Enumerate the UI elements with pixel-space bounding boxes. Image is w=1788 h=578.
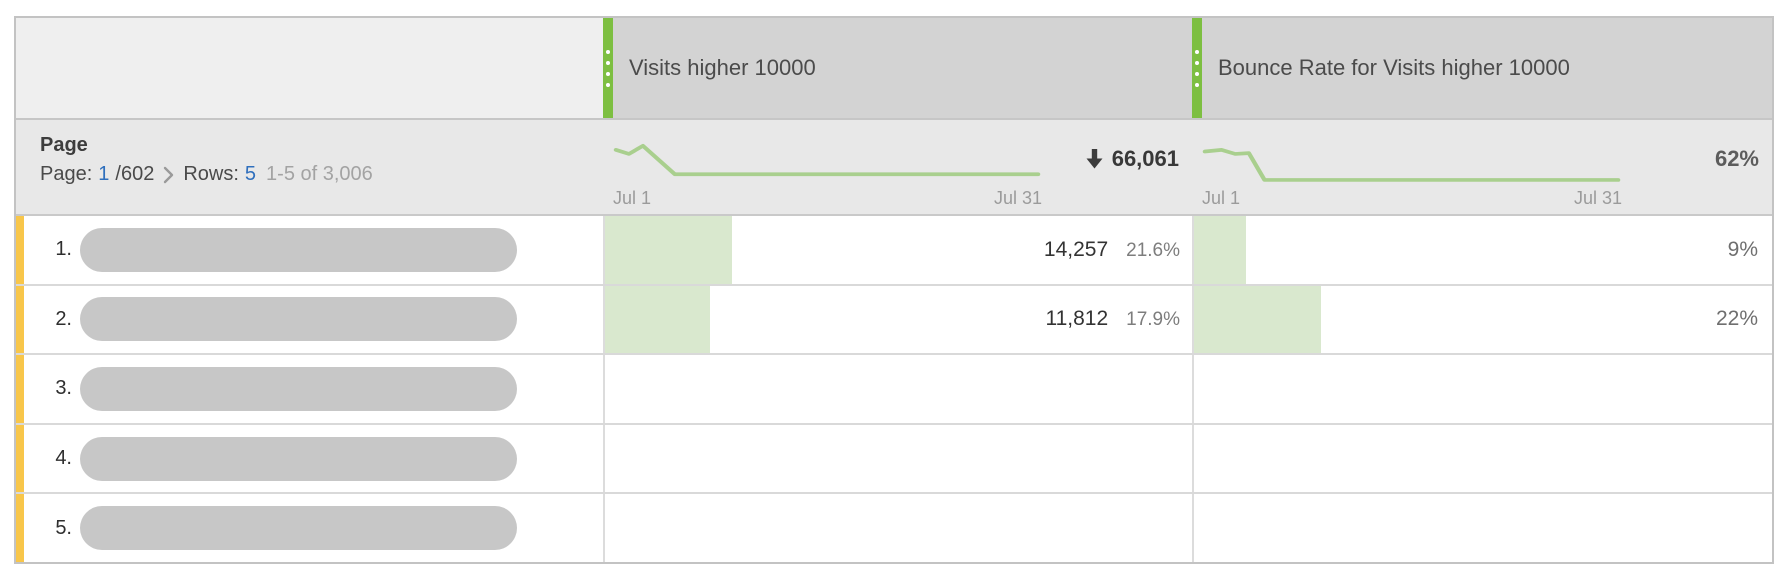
dimension-title: Page [40, 134, 88, 156]
visits-percent: 17.9% [1126, 309, 1180, 331]
bounce-value-cell: 22% [1192, 285, 1772, 354]
row-number: 1. [55, 238, 72, 261]
pagination-controls: Page: 1 /602 Rows: 5 1-5 of 3,006 [40, 163, 603, 186]
page-label: Page: [40, 163, 93, 185]
row-color-stripe [16, 355, 24, 423]
column-header-label: Bounce Rate for Visits higher 10000 [1218, 55, 1570, 80]
redacted-page-name [80, 227, 517, 272]
table-row: 2. 11,812 17.9% 22% [16, 285, 1772, 356]
row-color-stripe [16, 424, 24, 493]
bounce-total-value: 62% [1714, 146, 1759, 171]
corner-cell [16, 18, 603, 118]
visits-value-cell [603, 494, 1192, 562]
next-page-chevron-icon[interactable] [162, 165, 175, 185]
row-dimension-cell[interactable]: 2. [16, 285, 603, 354]
spark-end-label: Jul 31 [993, 188, 1042, 208]
bounce-value-cell [1192, 355, 1772, 423]
page-count: /602 [115, 163, 155, 185]
current-page-link[interactable]: 1 [98, 163, 110, 185]
visits-percent: 21.6% [1126, 239, 1180, 261]
bounce-value: 9% [1727, 237, 1758, 261]
metric-header-row: Visits higher 10000 Bounce Rate for Visi… [16, 18, 1772, 118]
table-row: 4. [16, 424, 1772, 495]
row-dimension-cell[interactable]: 4. [16, 424, 603, 493]
bounce-value-cell [1192, 424, 1772, 493]
value-bar [605, 216, 732, 284]
bounce-value-cell [1192, 494, 1772, 562]
bounce-sparkline [1202, 132, 1622, 184]
bounce-value: 22% [1715, 307, 1758, 331]
trend-down-arrow-icon [1086, 149, 1103, 169]
spark-start-label: Jul 1 [613, 188, 652, 208]
visits-value-cell: 14,257 21.6% [603, 216, 1192, 284]
column-header-bounce-rate[interactable]: Bounce Rate for Visits higher 10000 [1192, 18, 1772, 118]
row-dimension-cell[interactable]: 5. [16, 494, 603, 562]
table-row: 1. 14,257 21.6% 9% [16, 216, 1772, 286]
row-color-stripe [16, 494, 24, 562]
row-range-text: 1-5 of 3,006 [266, 163, 373, 185]
row-number: 5. [55, 516, 72, 539]
spark-end-label: Jul 31 [1573, 188, 1622, 208]
table-row: 3. [16, 355, 1772, 425]
row-color-stripe [16, 285, 24, 354]
redacted-page-name [80, 506, 517, 551]
row-dimension-cell[interactable]: 1. [16, 216, 603, 284]
value-bar [1194, 216, 1247, 284]
visits-value: 14,257 [1043, 237, 1109, 261]
column-header-label: Visits higher 10000 [629, 55, 816, 80]
visits-value-cell [603, 355, 1192, 423]
row-dimension-cell[interactable]: 3. [16, 355, 603, 423]
redacted-page-name [80, 436, 517, 481]
value-bar [1194, 285, 1322, 354]
visits-total-cell: Jul 1 Jul 31 66,061 [603, 120, 1192, 214]
bounce-value-cell: 9% [1192, 216, 1772, 284]
column-drag-handle-icon[interactable] [603, 18, 613, 118]
redacted-page-name [80, 366, 517, 411]
freeform-table: Visits higher 10000 Bounce Rate for Visi… [14, 16, 1774, 564]
row-color-stripe [16, 216, 24, 284]
visits-sparkline [613, 132, 1042, 184]
row-number: 2. [55, 307, 72, 330]
row-number: 3. [55, 377, 72, 400]
column-header-visits[interactable]: Visits higher 10000 [603, 18, 1192, 118]
row-number: 4. [55, 447, 72, 470]
visits-value-cell [603, 424, 1192, 493]
visits-value: 11,812 [1045, 307, 1109, 331]
rows-label: Rows: [183, 163, 239, 185]
visits-value-cell: 11,812 17.9% [603, 285, 1192, 354]
bounce-total-cell: Jul 1 Jul 31 62% [1192, 120, 1772, 214]
column-drag-handle-icon[interactable] [1192, 18, 1202, 118]
redacted-page-name [80, 297, 517, 342]
value-bar [605, 285, 711, 354]
totals-row: Page Page: 1 /602 Rows: 5 1-5 of 3,006 J [16, 118, 1772, 216]
dimension-header-cell: Page Page: 1 /602 Rows: 5 1-5 of 3,006 [16, 120, 603, 214]
rows-per-page-link[interactable]: 5 [244, 163, 257, 185]
visits-total-value: 66,061 [1111, 146, 1179, 171]
table-row: 5. [16, 494, 1772, 562]
spark-start-label: Jul 1 [1202, 188, 1241, 208]
